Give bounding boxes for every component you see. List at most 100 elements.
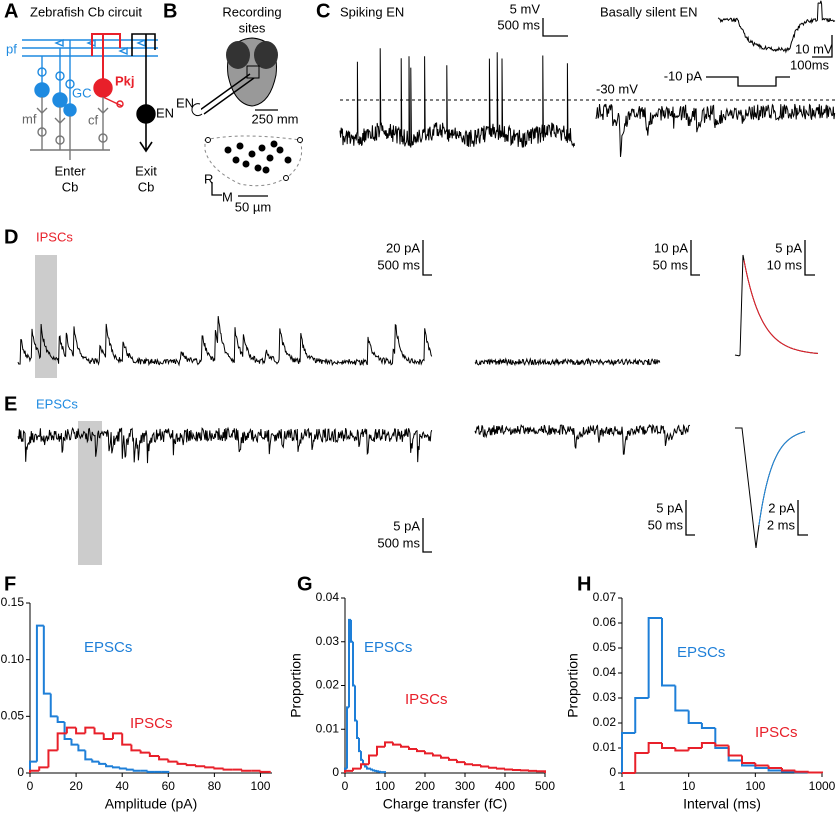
histogram-bin (56, 732, 67, 751)
histogram-bin (634, 752, 649, 773)
x-tick-label: 500 (535, 779, 555, 793)
scale-label: 5 mV (510, 1, 541, 16)
histogram-bin (741, 755, 756, 764)
histogram-bin (84, 750, 93, 761)
histogram-bin (121, 733, 132, 746)
histogram-bin (376, 745, 385, 756)
y-axis-label: Proportion (565, 653, 581, 718)
panel-title: Recording (222, 4, 281, 19)
label: Exit (135, 163, 157, 178)
panel-label: E (4, 393, 17, 415)
x-axis-label: Charge transfer (fC) (383, 796, 507, 812)
histogram-bin (687, 747, 702, 751)
panel-title: IPSCs (36, 229, 73, 244)
legend-label: EPSCs (364, 639, 412, 656)
histogram-bin (687, 710, 702, 724)
histogram-bin (130, 744, 141, 752)
highlight (78, 421, 102, 565)
histogram-bin (91, 759, 100, 763)
current-trace (17, 426, 433, 464)
histogram-bin (356, 720, 359, 739)
histogram-bin (472, 764, 481, 767)
x-tick-label: 40 (116, 779, 130, 793)
y-tick-label: 0 (17, 765, 24, 779)
histogram-bin (424, 751, 433, 755)
histogram-bin (647, 742, 662, 753)
x-axis-label: Interval (ms) (683, 796, 761, 812)
histogram-bin (213, 767, 224, 770)
histogram-bin (105, 763, 113, 768)
histogram-bin (660, 743, 676, 749)
panel-label: D (4, 226, 18, 248)
x-axis-label: Amplitude (pA) (105, 796, 198, 812)
histogram-bin (464, 762, 473, 766)
histogram-bin (370, 768, 373, 771)
histogram-bin (634, 697, 649, 733)
membrane-trace (339, 48, 576, 149)
histogram-bin (647, 617, 662, 698)
histogram-bin (158, 756, 169, 761)
histogram-bin (456, 759, 465, 764)
y-tick-label: 0.03 (593, 690, 617, 704)
fish-head (191, 37, 278, 117)
histogram-bin (148, 752, 160, 757)
x-tick-label: 1000 (809, 779, 836, 793)
panel-title: Basally silent EN (600, 4, 698, 19)
legend-label: IPSCs (405, 691, 448, 708)
histogram-bin (42, 625, 51, 695)
histogram-bin (780, 768, 796, 772)
histogram-bin (674, 748, 689, 752)
histogram-bin (366, 766, 369, 770)
histogram-bin (259, 770, 271, 773)
y-tick-label: 0.01 (593, 740, 617, 754)
histogram-bin (440, 755, 449, 759)
histogram-bin (392, 742, 401, 746)
histogram-bin (161, 770, 170, 773)
histogram-bin (727, 748, 743, 762)
histogram-bin (56, 716, 65, 723)
panel-label: B (163, 0, 177, 22)
current-trace (474, 423, 691, 455)
y-tick-label: 0.04 (316, 590, 340, 604)
histogram-bin (346, 706, 349, 769)
histogram-bin (432, 753, 441, 757)
scale-label: 10 ms (767, 257, 803, 272)
label: EN (176, 95, 194, 110)
x-tick-label: 300 (455, 779, 475, 793)
y-tick-label: 0.05 (593, 640, 617, 654)
label: Cb (138, 179, 155, 194)
histogram-bin (496, 767, 505, 770)
histogram-bin (222, 768, 233, 771)
histogram-bin (354, 685, 357, 722)
x-tick-label: 60 (162, 779, 176, 793)
scale-label: 20 pA (386, 240, 420, 255)
scale-label: 50 ms (653, 257, 689, 272)
histogram-bin (185, 763, 196, 767)
x-tick-label: 80 (208, 779, 222, 793)
scale-bar (812, 35, 833, 58)
histogram-bin (383, 771, 386, 774)
histogram-bin (754, 763, 769, 767)
histogram-bin (132, 769, 141, 772)
histogram-bin (400, 744, 409, 748)
current-trace (474, 357, 661, 367)
x-tick-label: 1 (619, 779, 626, 793)
label: R (204, 171, 213, 186)
label: Enter (54, 163, 86, 178)
y-tick-label: 0.02 (316, 678, 340, 692)
x-tick-label: 400 (495, 779, 515, 793)
scale-bar (797, 500, 808, 536)
scale-bar (804, 240, 815, 276)
histogram-bin (674, 685, 689, 712)
histogram-bin (194, 765, 206, 768)
x-tick-label: 200 (415, 779, 435, 793)
y-tick-label: 0.06 (593, 615, 617, 629)
scale-label: 50 µm (235, 199, 271, 214)
panel-label: F (4, 573, 16, 595)
scale-label: 500 ms (377, 257, 420, 272)
histogram-bin (408, 746, 417, 750)
recording-map (204, 135, 303, 197)
histogram-bin (139, 750, 150, 754)
histogram-bin (29, 760, 37, 773)
